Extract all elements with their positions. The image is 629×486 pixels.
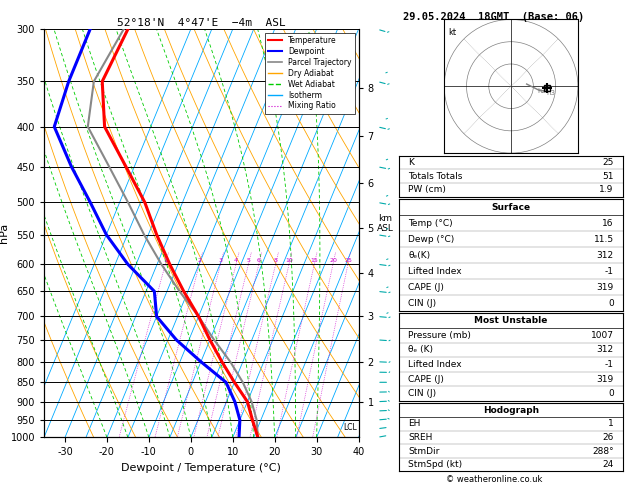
Text: 15: 15 bbox=[311, 258, 318, 263]
Text: CAPE (J): CAPE (J) bbox=[408, 282, 444, 292]
Text: 312: 312 bbox=[597, 346, 614, 354]
Text: 1.9: 1.9 bbox=[599, 186, 614, 194]
Text: 11.5: 11.5 bbox=[594, 235, 614, 243]
Text: SREH: SREH bbox=[408, 433, 433, 442]
Text: -1: -1 bbox=[604, 267, 614, 276]
Text: 319: 319 bbox=[596, 282, 614, 292]
Text: kt: kt bbox=[448, 28, 457, 37]
Text: 29.05.2024  18GMT  (Base: 06): 29.05.2024 18GMT (Base: 06) bbox=[403, 12, 584, 22]
Text: 312: 312 bbox=[597, 251, 614, 260]
Text: Lifted Index: Lifted Index bbox=[408, 360, 462, 369]
Text: 10: 10 bbox=[285, 258, 293, 263]
Text: 4: 4 bbox=[234, 258, 238, 263]
Text: Lifted Index: Lifted Index bbox=[408, 267, 462, 276]
Text: 3: 3 bbox=[218, 258, 223, 263]
Text: CAPE (J): CAPE (J) bbox=[408, 375, 444, 383]
Text: 1: 1 bbox=[608, 419, 614, 428]
Text: 319: 319 bbox=[596, 375, 614, 383]
Text: Hodograph: Hodograph bbox=[483, 406, 539, 415]
Text: 2: 2 bbox=[198, 258, 201, 263]
Title: 52°18'N  4°47'E  −4m  ASL: 52°18'N 4°47'E −4m ASL bbox=[117, 18, 286, 28]
Text: 26: 26 bbox=[603, 433, 614, 442]
Text: θₑ (K): θₑ (K) bbox=[408, 346, 433, 354]
Text: 25: 25 bbox=[344, 258, 352, 263]
Text: 1: 1 bbox=[164, 258, 167, 263]
Text: h3: h3 bbox=[547, 90, 555, 96]
Text: θₑ(K): θₑ(K) bbox=[408, 251, 430, 260]
Text: LCL: LCL bbox=[343, 423, 357, 432]
Text: Pressure (mb): Pressure (mb) bbox=[408, 331, 471, 340]
X-axis label: Dewpoint / Temperature (°C): Dewpoint / Temperature (°C) bbox=[121, 463, 281, 473]
Text: 51: 51 bbox=[603, 172, 614, 181]
Text: CIN (J): CIN (J) bbox=[408, 389, 437, 398]
Text: PW (cm): PW (cm) bbox=[408, 186, 446, 194]
Text: CIN (J): CIN (J) bbox=[408, 298, 437, 308]
Y-axis label: km
ASL: km ASL bbox=[377, 214, 393, 233]
Text: © weatheronline.co.uk: © weatheronline.co.uk bbox=[445, 474, 542, 484]
Text: Temp (°C): Temp (°C) bbox=[408, 219, 453, 228]
Text: StmSpd (kt): StmSpd (kt) bbox=[408, 460, 462, 469]
Text: 8: 8 bbox=[274, 258, 277, 263]
Text: Surface: Surface bbox=[491, 203, 531, 212]
Text: 6: 6 bbox=[257, 258, 261, 263]
Text: 0: 0 bbox=[608, 298, 614, 308]
Text: 20: 20 bbox=[329, 258, 337, 263]
Text: h2: h2 bbox=[538, 88, 547, 94]
Text: 25: 25 bbox=[603, 158, 614, 167]
Text: 24: 24 bbox=[603, 460, 614, 469]
Legend: Temperature, Dewpoint, Parcel Trajectory, Dry Adiabat, Wet Adiabat, Isotherm, Mi: Temperature, Dewpoint, Parcel Trajectory… bbox=[265, 33, 355, 114]
Y-axis label: hPa: hPa bbox=[0, 223, 9, 243]
Text: Totals Totals: Totals Totals bbox=[408, 172, 463, 181]
Text: -1: -1 bbox=[604, 360, 614, 369]
Text: 16: 16 bbox=[603, 219, 614, 228]
Text: 0: 0 bbox=[608, 389, 614, 398]
Text: 5: 5 bbox=[247, 258, 250, 263]
Text: StmDir: StmDir bbox=[408, 447, 440, 455]
Text: 1007: 1007 bbox=[591, 331, 614, 340]
Text: Dewp (°C): Dewp (°C) bbox=[408, 235, 455, 243]
Text: EH: EH bbox=[408, 419, 421, 428]
Text: 288°: 288° bbox=[592, 447, 614, 455]
Text: Most Unstable: Most Unstable bbox=[474, 316, 548, 325]
Text: K: K bbox=[408, 158, 415, 167]
